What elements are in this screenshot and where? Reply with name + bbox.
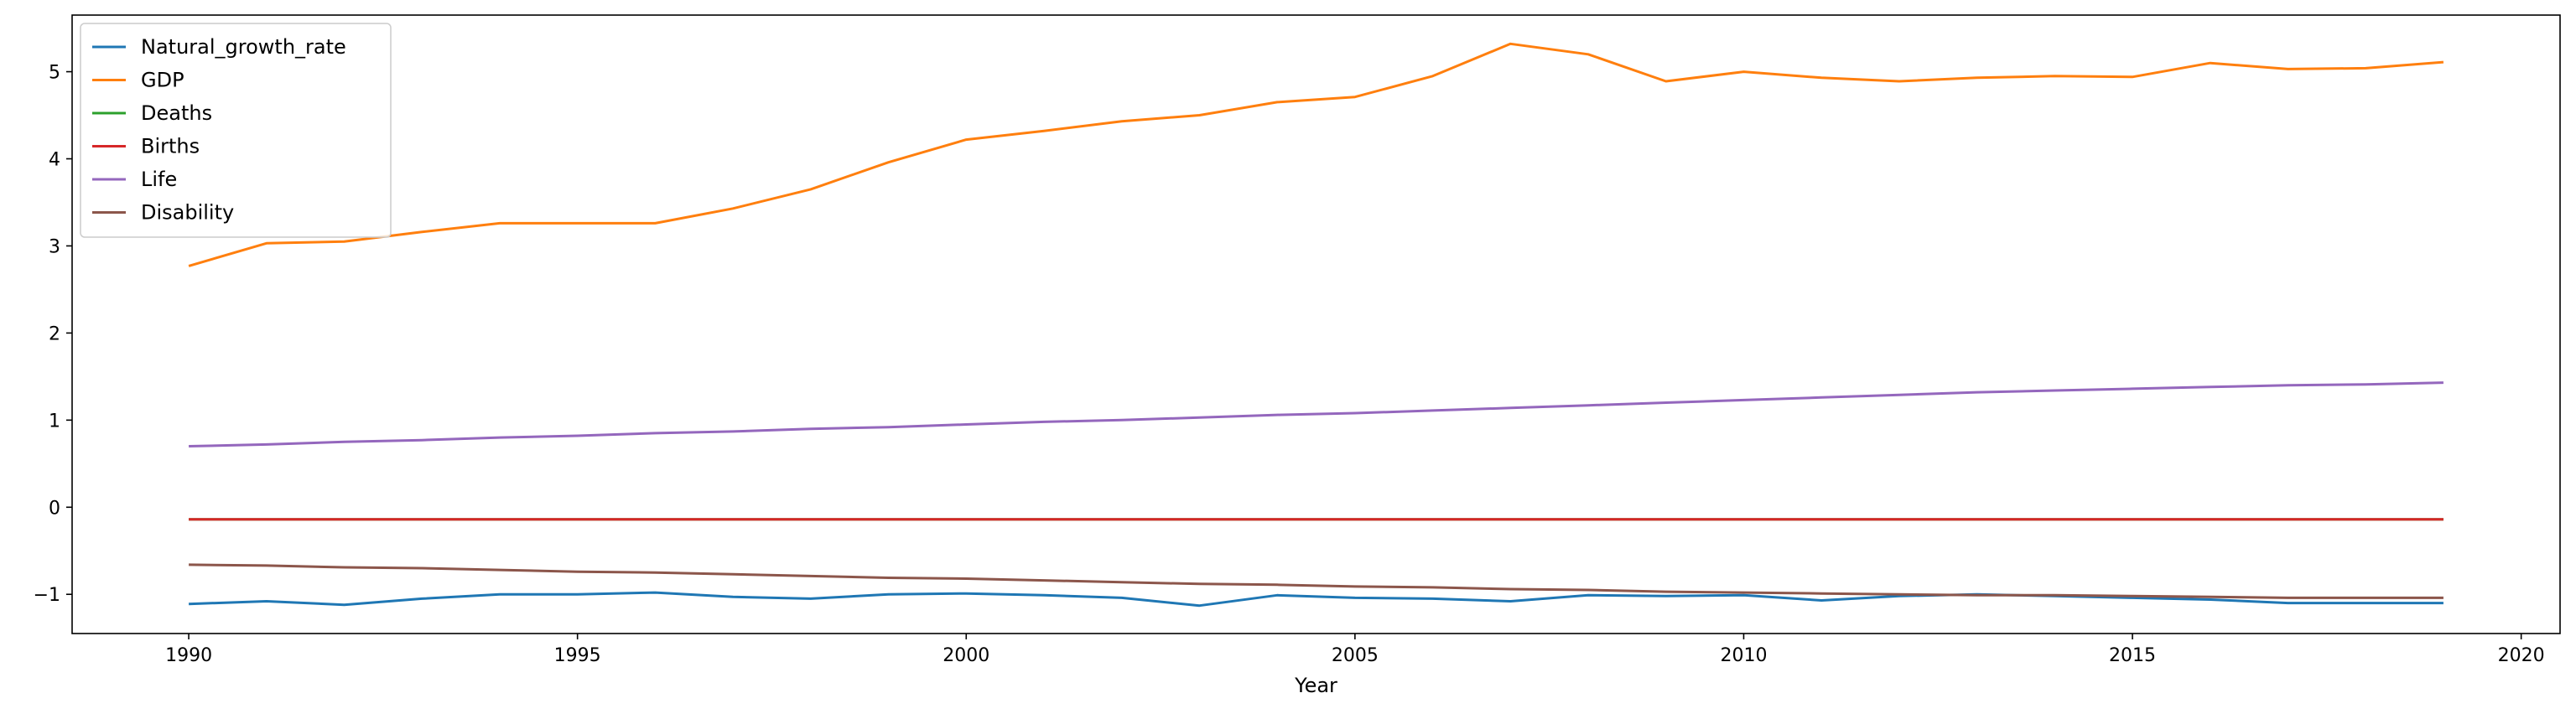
legend-label-life: Life <box>141 168 177 191</box>
legend-label-deaths: Deaths <box>141 101 212 125</box>
y-tick-label: 4 <box>49 150 60 171</box>
legend-label-gdp: GDP <box>141 69 184 92</box>
x-tick-label: 2000 <box>943 645 989 666</box>
series-line-natural-growth-rate <box>189 591 2444 608</box>
y-axis: −1 0 1 2 3 4 5 <box>34 63 72 606</box>
series-line-gdp <box>188 42 2444 267</box>
legend-label-disability: Disability <box>141 201 234 225</box>
x-tick-label: 2005 <box>1332 645 1379 666</box>
x-axis: 1990 1995 2000 2005 2010 2015 2020 <box>165 634 2545 666</box>
series-line-disability <box>189 563 2444 599</box>
y-tick-label: 1 <box>49 411 60 432</box>
y-tick-label: 0 <box>49 498 60 519</box>
x-tick-label: 2020 <box>2498 645 2545 666</box>
axes-frame <box>71 14 2561 634</box>
x-axis-label: Year <box>1294 674 1337 697</box>
series-lines <box>188 42 2444 608</box>
y-tick-label: 2 <box>49 323 60 344</box>
x-tick-label: 2010 <box>1720 645 1767 666</box>
legend-box <box>80 23 392 238</box>
y-tick-label: −1 <box>34 585 60 606</box>
x-tick-label: 1990 <box>165 645 212 666</box>
legend-label-births: Births <box>141 135 200 158</box>
legend: Natural_growth_rate GDP Deaths Births Life Di… <box>80 23 392 238</box>
legend-label-natural-growth-rate: Natural_growth_rate <box>141 35 346 59</box>
y-tick-label: 3 <box>49 236 60 257</box>
x-tick-label: 1995 <box>554 645 601 666</box>
x-tick-label: 2015 <box>2109 645 2156 666</box>
series-line-life <box>189 381 2444 447</box>
y-tick-label: 5 <box>49 63 60 84</box>
